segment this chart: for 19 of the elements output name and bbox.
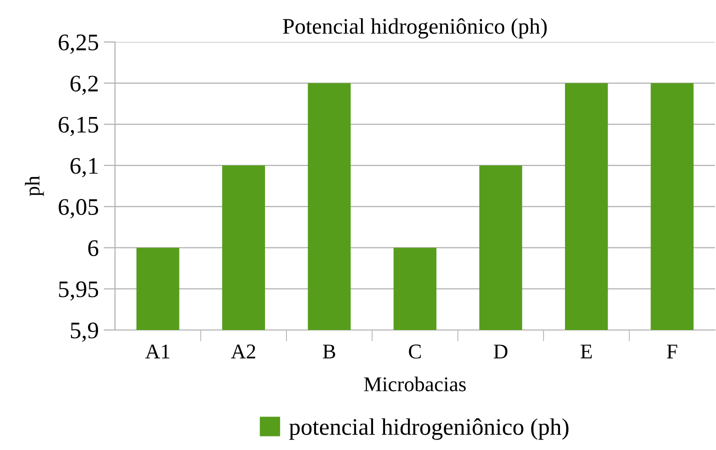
x-axis-title: Microbacias: [364, 376, 466, 392]
y-tick-label: 5,95: [59, 281, 98, 301]
chart-title: Potencial hidrogeniônico (ph): [282, 18, 547, 38]
y-tick-label: 6: [88, 240, 98, 256]
x-tick-label: A1: [145, 344, 170, 358]
y-tick-label: 6,2: [70, 76, 98, 95]
x-tick-label: A2: [231, 344, 256, 358]
legend-label: potencial hidrogeniônico (ph): [289, 418, 568, 440]
x-tick-label: B: [322, 344, 336, 358]
y-tick-label: 6,15: [58, 116, 98, 136]
x-tick-label: D: [494, 344, 508, 358]
x-tick-label: F: [666, 344, 678, 358]
x-tick-label: C: [408, 344, 421, 359]
y-tick-label: 6,05: [58, 199, 98, 218]
x-tick-label: E: [580, 344, 592, 358]
y-axis-title: ph: [24, 176, 44, 196]
y-tick-label: 6,25: [58, 34, 98, 54]
y-tick-label: 6,1: [70, 158, 98, 178]
y-tick-label: 5,9: [70, 322, 98, 342]
